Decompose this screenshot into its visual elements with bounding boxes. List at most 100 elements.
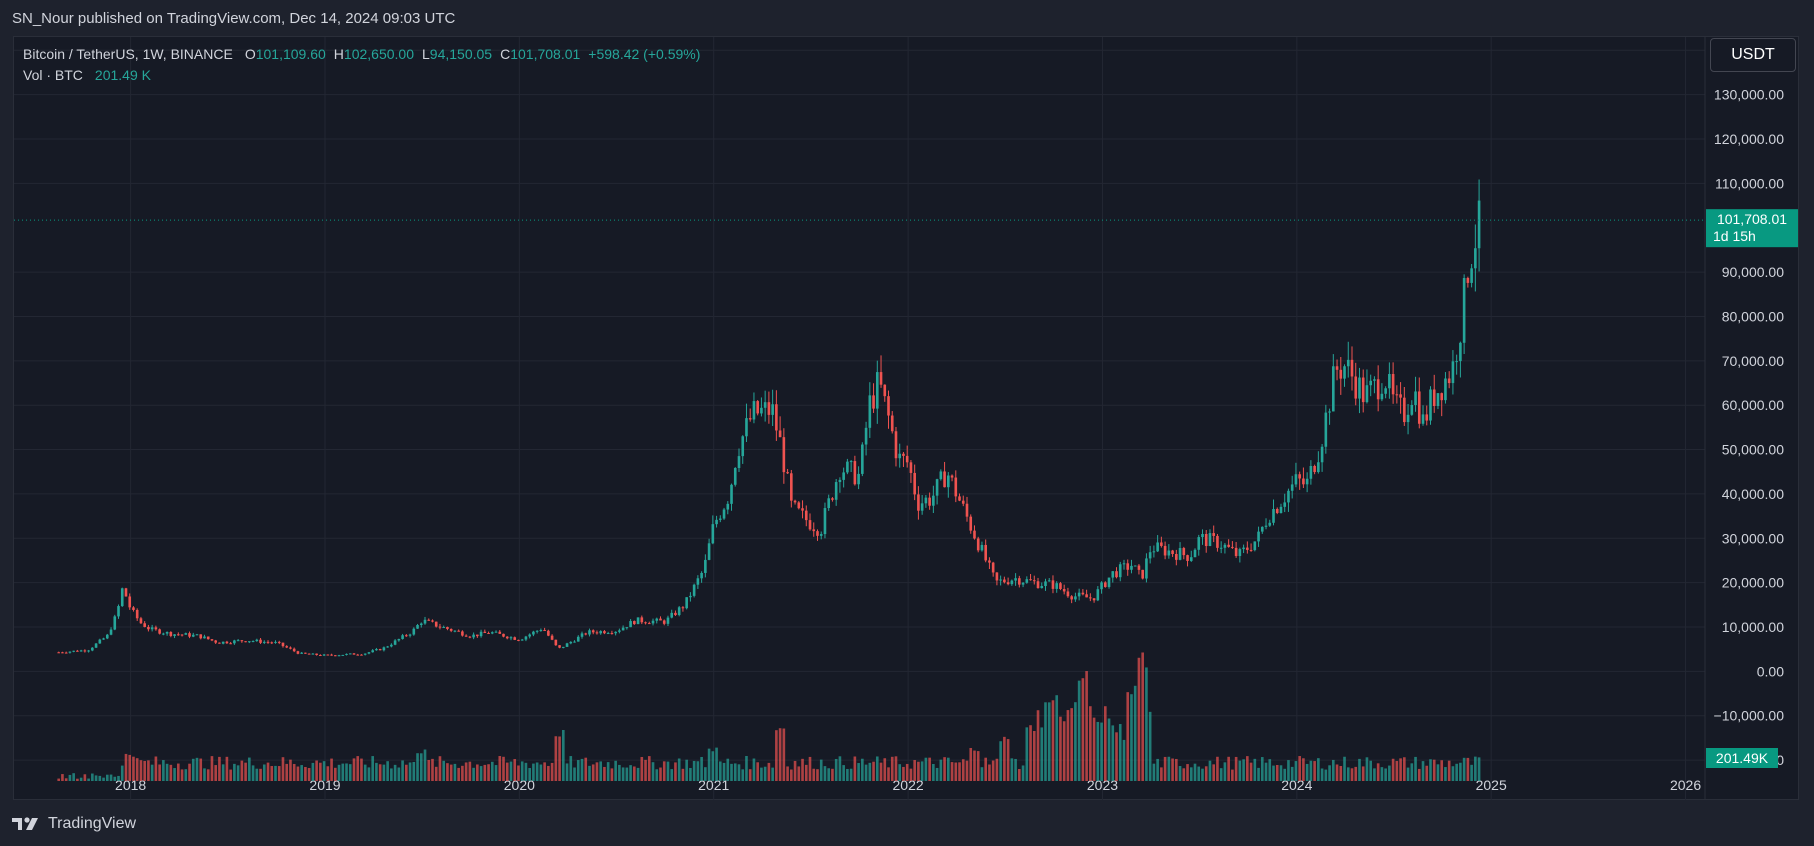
- candle-body: [969, 516, 973, 531]
- volume-bar: [943, 757, 946, 781]
- candle-body: [831, 498, 834, 500]
- candle-body: [479, 631, 483, 637]
- candle-body: [913, 472, 916, 495]
- volume-bar: [206, 769, 210, 781]
- volume-bar: [98, 775, 102, 781]
- footer-brand[interactable]: TradingView: [12, 812, 136, 836]
- candle-body: [1175, 553, 1178, 560]
- volume-bar: [457, 767, 460, 781]
- candle-body: [1160, 542, 1163, 546]
- candle-body: [94, 643, 98, 648]
- volume-bar: [352, 758, 356, 781]
- candle-body: [591, 630, 595, 633]
- volume-bar: [887, 767, 890, 781]
- candle-body: [547, 630, 550, 636]
- candle-body: [1260, 526, 1264, 532]
- candle-body: [659, 618, 662, 621]
- volume-label[interactable]: Vol · BTC: [23, 67, 83, 83]
- volume-bar: [928, 757, 931, 781]
- volume-bar: [1309, 760, 1313, 781]
- candle-body: [214, 640, 218, 643]
- candle-body: [375, 649, 378, 651]
- candle-body: [113, 616, 117, 630]
- volume-bar: [251, 765, 255, 781]
- volume-bar: [1010, 758, 1014, 781]
- candle-body: [408, 634, 412, 636]
- candle-body: [718, 518, 722, 520]
- volume-bar: [1047, 702, 1051, 781]
- candle-body: [1145, 558, 1148, 579]
- volume-bar: [307, 768, 311, 781]
- volume-bar: [1145, 667, 1148, 781]
- volume-bar: [677, 758, 681, 781]
- candle-body: [281, 642, 285, 647]
- volume-bar: [730, 763, 733, 781]
- volume-bar: [883, 758, 887, 781]
- candle-body: [307, 653, 311, 655]
- candle-body: [782, 437, 786, 473]
- volume-bar: [79, 777, 83, 781]
- open-label: O: [244, 46, 256, 62]
- countdown-value: 1d 15h: [1713, 228, 1756, 244]
- y-tick-label: 0.00: [1757, 663, 1784, 679]
- symbol-title[interactable]: Bitcoin / TetherUS, 1W, BINANCE: [23, 46, 233, 62]
- candle-body: [1249, 549, 1253, 551]
- volume-bar: [472, 767, 475, 781]
- candle-body: [1066, 591, 1070, 597]
- candle-body: [1264, 525, 1268, 527]
- volume-bar: [958, 762, 961, 781]
- volume-bar: [1197, 766, 1201, 781]
- volume-bar: [662, 761, 666, 781]
- candle-body: [1126, 563, 1130, 570]
- volume-bar: [1014, 758, 1017, 781]
- volume-bar: [1451, 766, 1455, 781]
- volume-bar: [229, 769, 232, 781]
- candle-body: [1268, 522, 1272, 526]
- volume-bar: [875, 756, 879, 781]
- candle-body: [360, 654, 363, 656]
- volume-bar: [961, 759, 965, 781]
- volume-bar: [509, 761, 513, 781]
- volume-bar: [1118, 724, 1122, 781]
- volume-bar: [1474, 756, 1477, 781]
- candle-body: [633, 621, 636, 625]
- volume-bar: [644, 759, 647, 781]
- volume-bar: [999, 741, 1002, 781]
- candle-body: [1107, 577, 1111, 587]
- candle-body: [188, 633, 191, 637]
- candle-body: [1376, 379, 1380, 400]
- last-price-value: 101,708.01: [1717, 211, 1787, 227]
- change-value: +598.42 (+0.59%): [588, 46, 701, 62]
- candle-body: [816, 531, 819, 536]
- candle-body: [1440, 393, 1444, 401]
- volume-bar: [1193, 763, 1197, 781]
- candle-body: [1006, 582, 1010, 585]
- volume-bar: [322, 761, 326, 781]
- candle-body: [79, 650, 83, 652]
- volume-bar: [976, 751, 980, 781]
- y-tick-label: −10,000.00: [1714, 708, 1785, 724]
- volume-bar: [1462, 757, 1466, 781]
- candle-body: [1417, 391, 1421, 424]
- candle-body: [1040, 586, 1044, 589]
- candle-body: [1111, 571, 1115, 578]
- candle-body: [169, 632, 173, 636]
- volume-bar: [797, 766, 801, 781]
- chart-frame[interactable]: [13, 36, 1799, 800]
- candle-body: [1455, 361, 1458, 363]
- y-tick-label: 120,000.00: [1714, 131, 1784, 147]
- candle-body: [539, 630, 543, 632]
- volume-bar: [685, 759, 688, 781]
- volume-bar: [707, 748, 711, 781]
- volume-bar: [1089, 706, 1092, 781]
- candle-body: [1100, 582, 1103, 590]
- candle-body: [490, 632, 494, 634]
- volume-bar: [405, 764, 408, 781]
- volume-bar: [442, 760, 446, 781]
- currency-button[interactable]: USDT: [1710, 38, 1796, 72]
- volume-bar: [1029, 725, 1032, 781]
- volume-bar: [419, 753, 423, 781]
- candle-body: [550, 635, 554, 640]
- volume-bar: [1186, 764, 1189, 781]
